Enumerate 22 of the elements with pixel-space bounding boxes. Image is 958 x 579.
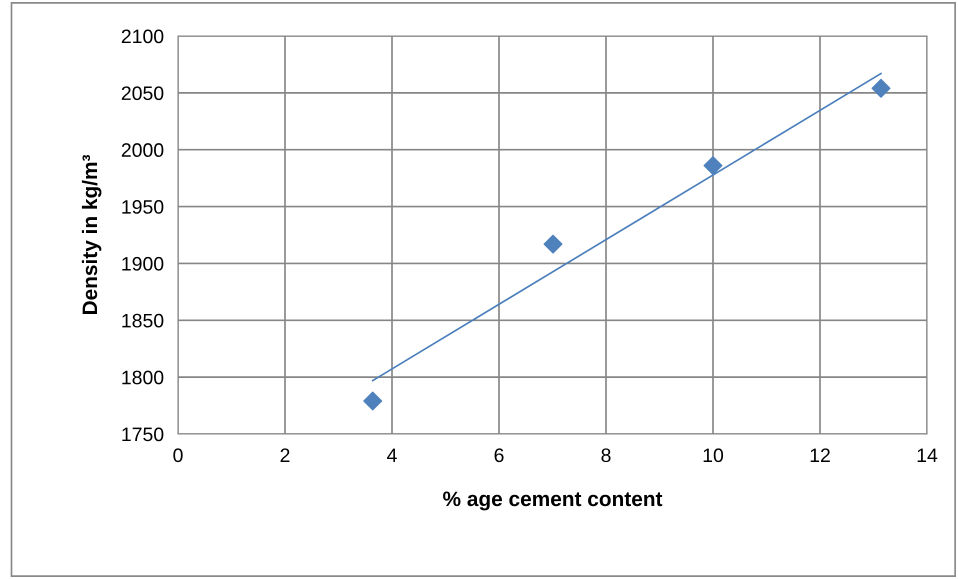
y-tick-label: 2000 bbox=[122, 143, 164, 157]
x-tick-label: 12 bbox=[810, 448, 830, 462]
y-axis-title: Density in kg/m³ bbox=[82, 154, 102, 314]
y-tick-label: 1900 bbox=[122, 256, 164, 271]
x-tick-label: 6 bbox=[494, 448, 504, 462]
point bbox=[872, 78, 890, 98]
y-tick-label: 1750 bbox=[122, 427, 164, 442]
y-tick-label: 1850 bbox=[122, 314, 164, 328]
x-tick-label: 8 bbox=[601, 448, 611, 462]
y-tick-label: 1800 bbox=[122, 370, 164, 384]
x-tick-label: 14 bbox=[918, 448, 938, 462]
x-axis-title: % age cement content bbox=[443, 492, 662, 510]
point bbox=[363, 392, 382, 410]
y-tick-label: 2100 bbox=[122, 29, 164, 44]
point bbox=[704, 156, 722, 176]
y-tick-label: 2050 bbox=[122, 86, 164, 100]
point bbox=[544, 234, 563, 254]
x-tick-label: 4 bbox=[387, 448, 397, 462]
x-tick-label: 10 bbox=[704, 448, 724, 462]
y-tick-label: 1950 bbox=[122, 200, 164, 214]
x-tick-label: 2 bbox=[280, 448, 290, 462]
x-tick-label: 0 bbox=[173, 448, 183, 462]
